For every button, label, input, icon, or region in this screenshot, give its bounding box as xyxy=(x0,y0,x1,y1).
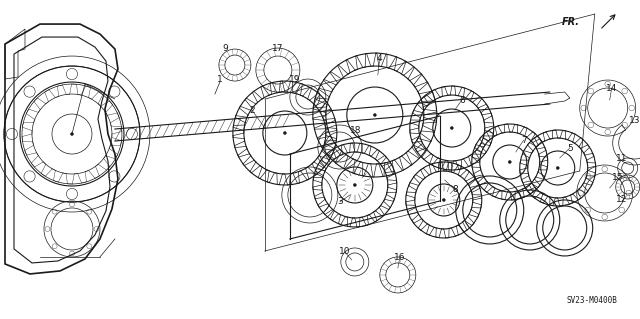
Text: 9: 9 xyxy=(222,44,228,53)
Text: 11: 11 xyxy=(616,153,627,162)
Text: 6: 6 xyxy=(459,95,465,105)
Circle shape xyxy=(508,160,511,164)
Text: 15: 15 xyxy=(612,174,623,182)
Circle shape xyxy=(284,131,286,135)
Circle shape xyxy=(442,198,445,202)
Text: 13: 13 xyxy=(629,115,640,124)
Circle shape xyxy=(556,167,559,169)
Text: FR.: FR. xyxy=(562,17,580,27)
Text: 18: 18 xyxy=(350,125,362,135)
Text: 10: 10 xyxy=(339,248,351,256)
Circle shape xyxy=(353,183,356,187)
Text: 2: 2 xyxy=(249,106,255,115)
Text: 5: 5 xyxy=(567,144,573,152)
Text: 4: 4 xyxy=(377,54,383,63)
Text: 19: 19 xyxy=(289,75,301,84)
Text: 1: 1 xyxy=(217,75,223,84)
Text: 17: 17 xyxy=(272,44,284,53)
Circle shape xyxy=(373,114,376,116)
Text: 8: 8 xyxy=(452,185,458,195)
Text: SV23-M0400B: SV23-M0400B xyxy=(567,296,618,305)
Text: 3: 3 xyxy=(337,197,342,206)
Text: 14: 14 xyxy=(606,84,618,93)
Text: 12: 12 xyxy=(616,196,627,204)
Text: 7: 7 xyxy=(521,136,527,145)
Circle shape xyxy=(70,132,74,136)
Circle shape xyxy=(451,127,453,130)
Text: 16: 16 xyxy=(394,254,406,263)
